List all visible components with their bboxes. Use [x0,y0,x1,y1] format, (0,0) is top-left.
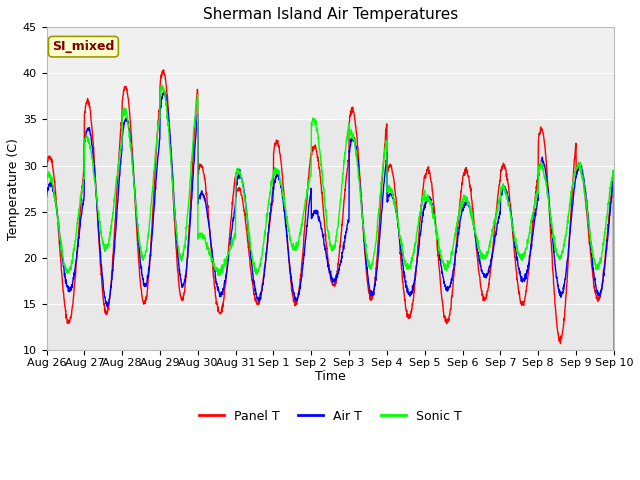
Air T [359,219,367,225]
Line: Sonic T: Sonic T [47,86,614,442]
Panel T [610,439,618,444]
Line: Panel T: Panel T [47,70,614,442]
Sonic T [347,132,355,137]
Panel T [576,164,584,169]
Panel T [560,317,568,323]
X-axis label: Time: Time [315,371,346,384]
Air T [495,213,503,219]
Sonic T [159,83,166,89]
Title: Sherman Island Air Temperatures: Sherman Island Air Temperatures [203,7,458,22]
Panel T [159,67,167,73]
Air T [576,163,584,168]
Air T [347,139,355,144]
Y-axis label: Temperature (C): Temperature (C) [7,138,20,240]
Panel T [359,225,367,230]
Sonic T [359,223,367,228]
Sonic T [560,243,568,249]
Legend: Panel T, Air T, Sonic T: Panel T, Air T, Sonic T [194,405,467,428]
Sonic T [495,201,503,206]
Panel T [201,177,209,182]
Air T [201,198,209,204]
Sonic T [576,165,584,171]
Panel T [43,164,51,169]
Air T [610,440,618,445]
Sonic T [610,439,618,444]
Air T [560,282,568,288]
Text: SI_mixed: SI_mixed [52,40,115,53]
Panel T [347,108,355,114]
Bar [47,27,614,120]
Sonic T [201,235,209,240]
Air T [43,193,51,199]
Air T [161,88,168,94]
Sonic T [43,176,51,181]
Panel T [495,182,503,188]
Line: Air T: Air T [47,91,614,443]
